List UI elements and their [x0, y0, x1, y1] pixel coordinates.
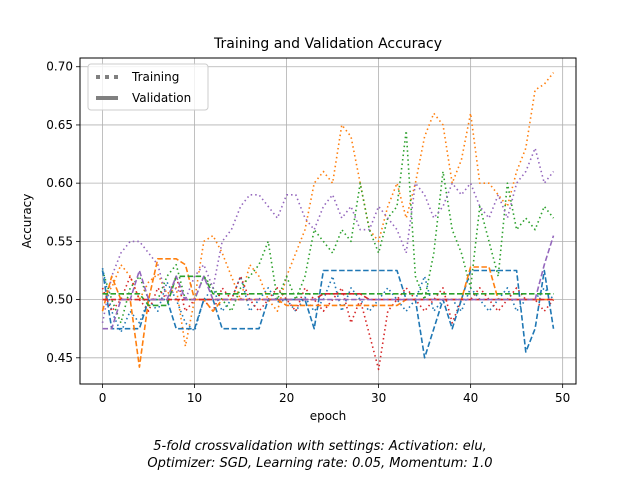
- x-axis-label: epoch: [310, 409, 347, 423]
- training-series-line-3: [101, 130, 555, 324]
- validation-series-line-5: [102, 235, 555, 330]
- y-tick-label: 0.45: [46, 351, 73, 365]
- validation-series-line-3: [102, 275, 554, 307]
- training-series-line-4: [101, 275, 555, 371]
- series-group: [101, 72, 555, 371]
- legend-label-validation: Validation: [132, 91, 191, 105]
- plot-frame: [79, 57, 577, 385]
- x-tick-label: 0: [99, 391, 107, 405]
- y-axis-label: Accuracy: [20, 194, 34, 249]
- caption-line-2: Optimizer: SGD, Learning rate: 0.05, Mom…: [147, 456, 493, 471]
- x-tick-label: 20: [279, 391, 294, 405]
- validation-series-line-4: [102, 292, 554, 301]
- y-tick-label: 0.50: [46, 293, 73, 307]
- x-tick-label: 30: [371, 391, 386, 405]
- validation-series-line-1: [101, 269, 555, 359]
- legend: Training Validation: [87, 63, 209, 111]
- y-axis: 0.45 0.50 0.55 0.60 0.65 0.70: [46, 60, 80, 365]
- y-tick-label: 0.65: [46, 118, 73, 132]
- legend-label-training: Training: [131, 70, 179, 84]
- x-axis: 0 10 20 30 40 50: [99, 384, 570, 405]
- caption: 5-fold crossvalidation with settings: Ac…: [0, 438, 640, 472]
- validation-series-line-2: [101, 257, 554, 368]
- y-tick-label: 0.70: [46, 60, 73, 74]
- training-series-line-1: [101, 268, 555, 334]
- y-tick-label: 0.60: [46, 176, 73, 190]
- training-series-line-5: [101, 147, 555, 324]
- chart-title: Training and Validation Accuracy: [213, 36, 442, 52]
- y-tick-label: 0.55: [46, 234, 73, 248]
- x-tick-label: 50: [555, 391, 570, 405]
- caption-line-1: 5-fold crossvalidation with settings: Ac…: [153, 439, 487, 454]
- x-tick-label: 10: [187, 391, 202, 405]
- x-tick-label: 40: [463, 391, 478, 405]
